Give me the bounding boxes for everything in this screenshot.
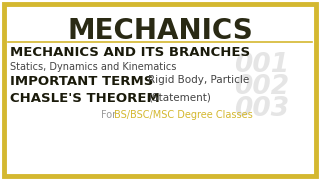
Text: 002: 002 [235,74,290,100]
Text: 001: 001 [235,52,290,78]
Text: MECHANICS: MECHANICS [67,17,253,45]
Text: Rigid Body, Particle: Rigid Body, Particle [148,75,249,85]
Text: 003: 003 [235,96,290,122]
Text: CHASLE'S THEOREM: CHASLE'S THEOREM [10,92,160,105]
Text: For: For [101,110,119,120]
Text: IMPORTANT TERMS: IMPORTANT TERMS [10,75,153,88]
Text: Statics, Dynamics and Kinematics: Statics, Dynamics and Kinematics [10,62,176,72]
Text: BS/BSC/MSC Degree Classes: BS/BSC/MSC Degree Classes [114,110,253,120]
Text: (Statement): (Statement) [148,92,211,102]
Text: MECHANICS AND ITS BRANCHES: MECHANICS AND ITS BRANCHES [10,46,250,59]
